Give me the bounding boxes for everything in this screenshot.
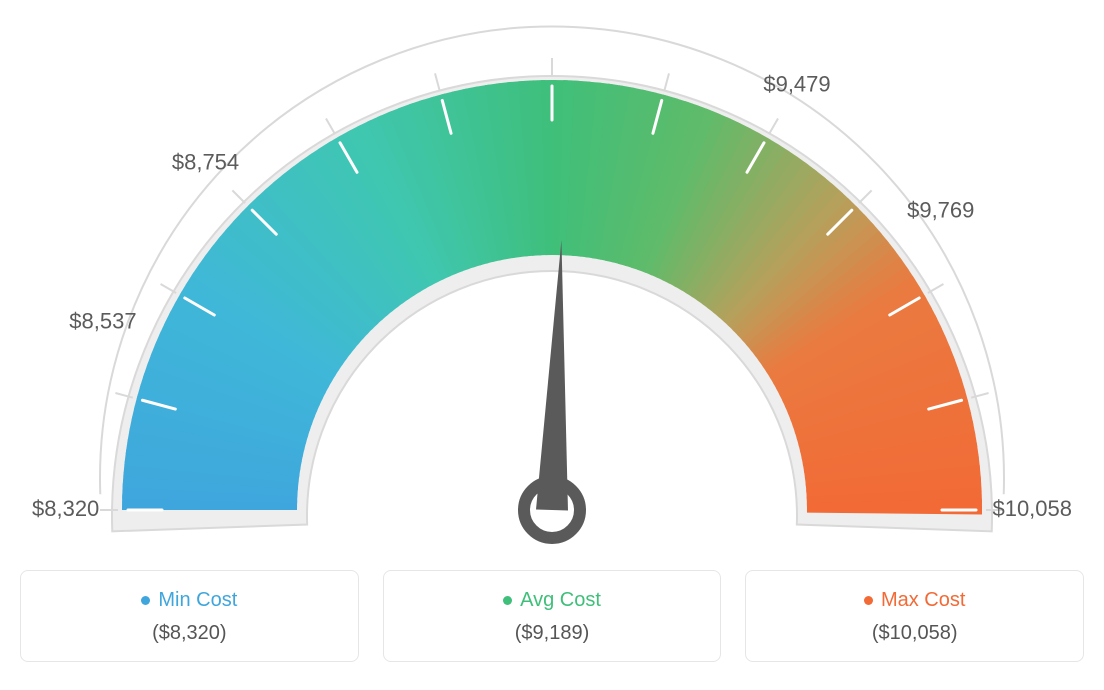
svg-text:$8,537: $8,537 bbox=[69, 308, 136, 333]
cost-gauge-widget: $8,320 $8,537 $8,754 $9,189 $9,479 $9,769 $10,… bbox=[20, 20, 1084, 662]
legend-value-avg: ($9,189) bbox=[394, 622, 711, 645]
legend-label-avg: Avg Cost bbox=[520, 589, 601, 612]
legend-label-min: Min Cost bbox=[158, 589, 237, 612]
svg-text:$9,769: $9,769 bbox=[907, 198, 974, 223]
svg-text:$9,189: $9,189 bbox=[518, 20, 585, 21]
gauge-chart: $8,320 $8,537 $8,754 $9,189 $9,479 $9,769 $10,… bbox=[20, 20, 1084, 560]
svg-text:$9,479: $9,479 bbox=[763, 71, 830, 96]
svg-text:$10,058: $10,058 bbox=[992, 496, 1072, 521]
legend-dot-max bbox=[864, 596, 873, 605]
svg-text:$8,320: $8,320 bbox=[32, 496, 99, 521]
svg-text:$8,754: $8,754 bbox=[172, 149, 239, 174]
legend-card-avg: Avg Cost ($9,189) bbox=[383, 570, 722, 662]
legend-card-min: Min Cost ($8,320) bbox=[20, 570, 359, 662]
legend-dot-avg bbox=[503, 596, 512, 605]
legend-row: Min Cost ($8,320) Avg Cost ($9,189) Max … bbox=[20, 570, 1084, 662]
legend-value-min: ($8,320) bbox=[31, 622, 348, 645]
legend-label-max: Max Cost bbox=[881, 589, 965, 612]
legend-value-max: ($10,058) bbox=[756, 622, 1073, 645]
legend-dot-min bbox=[141, 596, 150, 605]
legend-card-max: Max Cost ($10,058) bbox=[745, 570, 1084, 662]
